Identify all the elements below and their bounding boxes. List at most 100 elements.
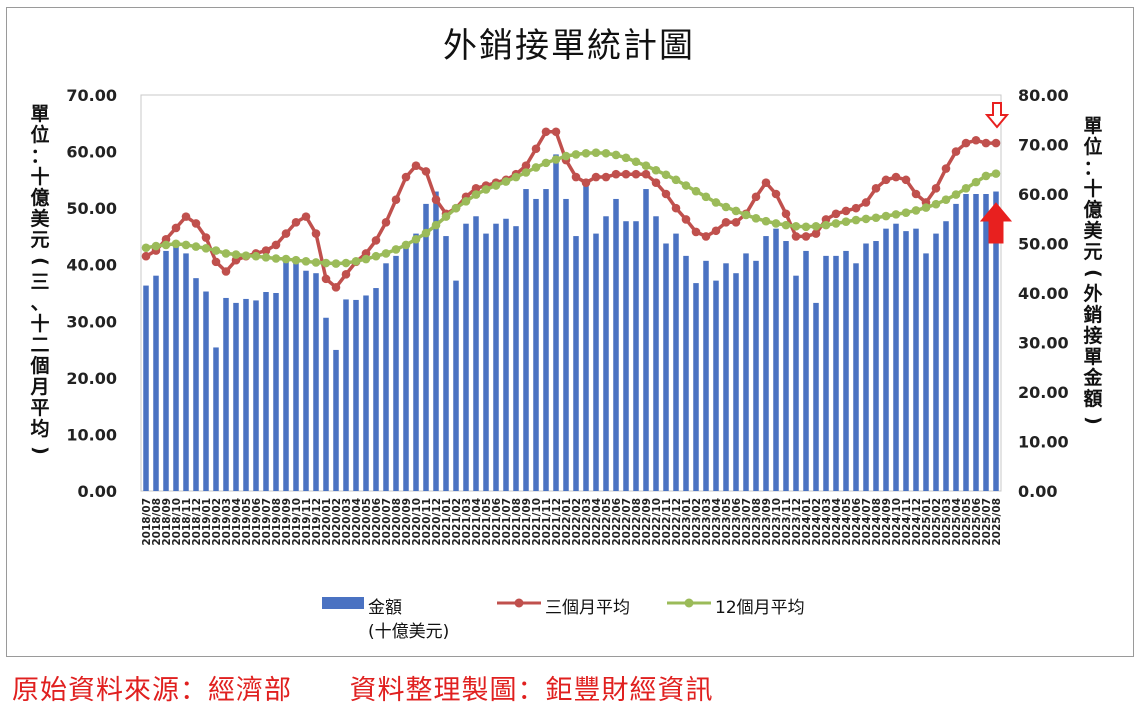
bar [813, 302, 819, 491]
line-point [771, 189, 781, 199]
x-tick-label: 2025/01 [921, 498, 933, 546]
x-tick-label: 2019/07 [261, 498, 273, 546]
x-tick-label: 2020/09 [401, 498, 413, 546]
line-point [211, 246, 221, 255]
x-tick-label: 2020/10 [411, 498, 423, 546]
line-point [231, 250, 241, 259]
line-point [631, 157, 641, 167]
right-tick-label: 10.00 [1018, 433, 1069, 452]
bar [383, 263, 389, 491]
line-point [561, 151, 571, 161]
bar [233, 302, 239, 491]
x-tick-label: 2019/08 [271, 498, 283, 546]
line-point [521, 161, 531, 171]
x-tick-label: 2021/06 [491, 498, 503, 546]
bar [523, 189, 529, 492]
axis-label-char: 外 [1083, 283, 1103, 305]
line-point [471, 190, 481, 199]
bar [263, 292, 269, 491]
x-tick-label: 2023/06 [731, 498, 743, 546]
line-point [601, 172, 611, 182]
line-point [221, 249, 231, 258]
x-tick-label: 2024/02 [811, 498, 823, 546]
line-point [171, 239, 181, 249]
line-point [491, 181, 501, 190]
line-point [731, 217, 741, 227]
bar [423, 203, 429, 491]
x-tick-label: 2022/11 [661, 498, 673, 546]
x-tick-label: 2024/06 [851, 498, 863, 546]
line-point [951, 147, 961, 156]
axis-label-char: 美 [30, 208, 50, 230]
axis-label-char: 三 [30, 271, 50, 293]
x-tick-label: 2020/02 [331, 498, 343, 546]
bar [933, 233, 939, 491]
bar [683, 255, 689, 491]
bar [183, 253, 189, 491]
bar [223, 297, 229, 491]
line-point [751, 192, 761, 202]
line-point [731, 206, 741, 216]
bar [333, 349, 339, 491]
x-tick-label: 2018/10 [171, 498, 183, 546]
line-point [161, 240, 171, 250]
bar [343, 299, 349, 491]
footer-compiled: 資料整理製圖：鉅豐財經資訊 [349, 675, 714, 706]
line-point [271, 240, 281, 250]
line-point [461, 197, 471, 206]
line-point [741, 210, 751, 220]
line-point [311, 258, 321, 267]
line-point [901, 208, 911, 217]
bar [713, 280, 719, 491]
line-point [341, 270, 351, 279]
bar [723, 263, 729, 491]
bar [953, 203, 959, 491]
x-tick-label: 2020/05 [361, 498, 373, 546]
x-tick-label: 2023/02 [691, 498, 703, 546]
x-tick-label: 2025/07 [981, 498, 993, 546]
x-tick-label: 2022/08 [631, 498, 643, 546]
line-point [241, 251, 251, 260]
bar [393, 255, 399, 491]
line-point [411, 161, 421, 171]
x-tick-label: 2021/03 [461, 498, 473, 546]
line-point [701, 232, 711, 241]
plot-area [140, 94, 1002, 492]
line-point [981, 171, 991, 181]
bar [873, 241, 879, 491]
line-point [781, 220, 791, 230]
line-point [261, 253, 271, 262]
legend-bar-label: 金額 [368, 598, 402, 618]
x-tick-label: 2025/02 [931, 498, 943, 546]
line-point [831, 219, 841, 228]
left-tick-label: 30.00 [66, 312, 117, 331]
bar [453, 280, 459, 491]
line-point [811, 229, 821, 238]
x-tick-label: 2023/03 [701, 498, 713, 546]
line-point [621, 153, 631, 163]
right-tick-label: 40.00 [1018, 284, 1069, 303]
bar [323, 317, 329, 491]
line-point [191, 219, 201, 228]
line-point [961, 184, 971, 193]
line-point [401, 172, 411, 182]
x-tick-label: 2020/12 [431, 498, 443, 546]
line-point [411, 234, 421, 244]
bar [673, 233, 679, 491]
line-point [701, 192, 711, 202]
axis-label-char: 個 [30, 355, 50, 377]
up-arrow-icon [979, 202, 1013, 244]
bar [663, 243, 669, 491]
legend-3m-label: 三個月平均 [545, 598, 630, 618]
source-footer: 原始資料來源：經濟部 資料整理製圖：鉅豐財經資訊 [12, 668, 714, 707]
bar [253, 300, 259, 491]
axis-label-char: 額 [1083, 388, 1103, 410]
line-point [331, 259, 341, 268]
bar [703, 260, 709, 491]
left-tick-label: 50.00 [66, 199, 117, 218]
line-point [991, 138, 1001, 148]
line-point [441, 212, 451, 221]
x-tick-label: 2024/05 [841, 498, 853, 546]
line-point [471, 184, 481, 193]
line-point [581, 178, 591, 187]
